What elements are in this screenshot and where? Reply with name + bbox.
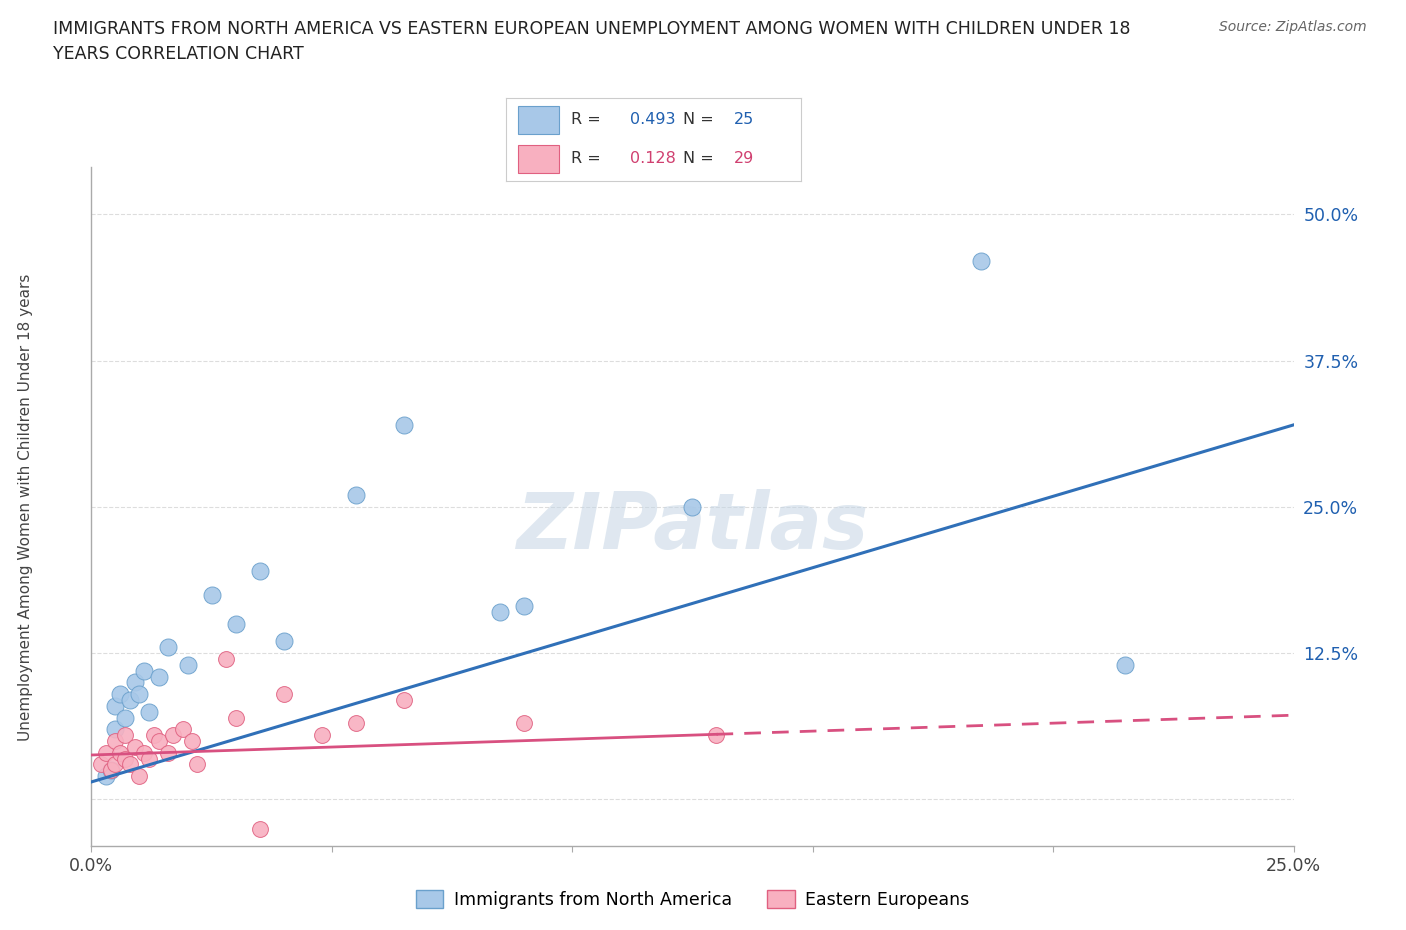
Point bbox=[138, 751, 160, 766]
Point bbox=[970, 254, 993, 269]
Point bbox=[249, 821, 271, 836]
Point bbox=[124, 675, 146, 690]
Point bbox=[104, 698, 127, 713]
Point bbox=[157, 745, 180, 760]
Legend: Immigrants from North America, Eastern Europeans: Immigrants from North America, Eastern E… bbox=[409, 884, 976, 916]
Text: IMMIGRANTS FROM NORTH AMERICA VS EASTERN EUROPEAN UNEMPLOYMENT AMONG WOMEN WITH : IMMIGRANTS FROM NORTH AMERICA VS EASTERN… bbox=[53, 20, 1130, 38]
Text: ZIPatlas: ZIPatlas bbox=[516, 489, 869, 565]
Point bbox=[124, 739, 146, 754]
Text: 0.493: 0.493 bbox=[630, 112, 676, 126]
Point bbox=[513, 599, 536, 614]
Point bbox=[134, 663, 156, 678]
Text: 29: 29 bbox=[734, 152, 754, 166]
Point bbox=[114, 751, 136, 766]
Point bbox=[392, 693, 415, 708]
Point bbox=[118, 693, 141, 708]
Point bbox=[142, 727, 165, 742]
Point bbox=[110, 745, 132, 760]
Point bbox=[128, 686, 150, 701]
Point bbox=[128, 768, 150, 783]
Point bbox=[104, 757, 127, 772]
Point bbox=[148, 734, 170, 749]
Point bbox=[94, 745, 117, 760]
Text: R =: R = bbox=[571, 152, 606, 166]
Text: 25: 25 bbox=[734, 112, 754, 126]
Text: N =: N = bbox=[683, 152, 720, 166]
Text: R =: R = bbox=[571, 112, 606, 126]
Point bbox=[392, 418, 415, 432]
Point bbox=[225, 711, 247, 725]
Point bbox=[100, 763, 122, 777]
Point bbox=[138, 704, 160, 719]
Point bbox=[157, 640, 180, 655]
Point bbox=[148, 670, 170, 684]
FancyBboxPatch shape bbox=[517, 106, 560, 134]
Point bbox=[162, 727, 184, 742]
FancyBboxPatch shape bbox=[517, 145, 560, 173]
Text: N =: N = bbox=[683, 112, 720, 126]
Point bbox=[1114, 658, 1136, 672]
Point bbox=[114, 727, 136, 742]
Point bbox=[249, 564, 271, 578]
Point bbox=[344, 487, 367, 502]
Point bbox=[215, 652, 238, 667]
Point bbox=[134, 745, 156, 760]
Point bbox=[201, 587, 224, 602]
Point bbox=[181, 734, 204, 749]
Point bbox=[489, 604, 512, 619]
Text: YEARS CORRELATION CHART: YEARS CORRELATION CHART bbox=[53, 45, 304, 62]
Point bbox=[100, 763, 122, 777]
Point bbox=[104, 734, 127, 749]
Point bbox=[118, 757, 141, 772]
Point bbox=[176, 658, 198, 672]
Point bbox=[110, 686, 132, 701]
Point bbox=[94, 768, 117, 783]
Point bbox=[104, 722, 127, 737]
Point bbox=[344, 716, 367, 731]
Point bbox=[681, 499, 703, 514]
Point bbox=[311, 727, 333, 742]
Text: Unemployment Among Women with Children Under 18 years: Unemployment Among Women with Children U… bbox=[18, 273, 32, 740]
Point bbox=[90, 757, 112, 772]
Point bbox=[225, 617, 247, 631]
Point bbox=[172, 722, 194, 737]
Point bbox=[114, 711, 136, 725]
Point bbox=[273, 686, 295, 701]
Point bbox=[513, 716, 536, 731]
Point bbox=[273, 634, 295, 649]
Point bbox=[186, 757, 208, 772]
Text: 0.128: 0.128 bbox=[630, 152, 676, 166]
Text: Source: ZipAtlas.com: Source: ZipAtlas.com bbox=[1219, 20, 1367, 34]
Point bbox=[706, 727, 728, 742]
